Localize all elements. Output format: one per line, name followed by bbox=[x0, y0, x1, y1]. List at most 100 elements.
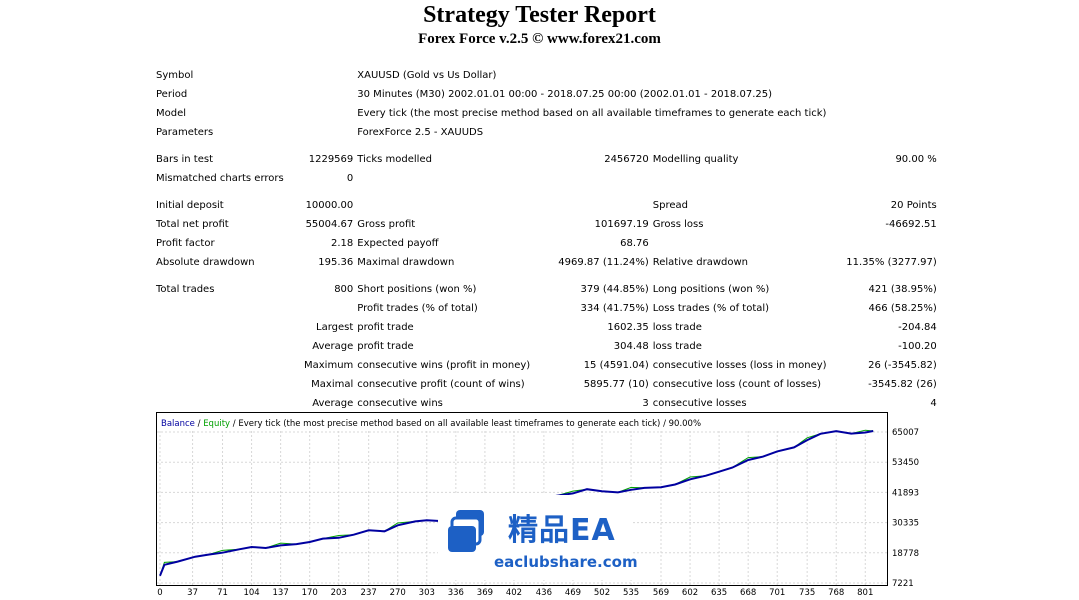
x-tick-label: 402 bbox=[506, 588, 522, 598]
watermark: 精品EA eaclubshare.com bbox=[438, 495, 638, 580]
x-tick-label: 801 bbox=[857, 588, 873, 598]
row-deposit: Initial deposit 10000.00 Spread 20 Point… bbox=[154, 196, 939, 215]
ticks-label: Ticks modelled bbox=[357, 154, 432, 165]
gross-profit-value: 101697.19 bbox=[594, 219, 649, 230]
row-average: Average profit trade 304.48 loss trade -… bbox=[154, 337, 939, 356]
quality-label: Modelling quality bbox=[652, 154, 739, 165]
row-largest: Largest profit trade 1602.35 loss trade … bbox=[154, 318, 939, 337]
gross-profit-label: Gross profit bbox=[357, 219, 416, 230]
bars-label: Bars in test bbox=[156, 154, 213, 165]
ticks-value: 2456720 bbox=[604, 154, 649, 165]
row-bars: Bars in test 1229569 Ticks modelled 2456… bbox=[154, 150, 939, 169]
x-tick-label: 668 bbox=[740, 588, 756, 598]
y-tick-label: 30335 bbox=[892, 519, 919, 529]
y-tick-label: 18778 bbox=[892, 549, 919, 559]
profit-factor-value: 2.18 bbox=[331, 238, 354, 249]
x-tick-label: 303 bbox=[419, 588, 435, 598]
maximal-profit-label: consecutive profit (count of wins) bbox=[357, 379, 525, 390]
max-wins-value: 15 (4591.04) bbox=[583, 360, 649, 371]
max-losses-label: consecutive losses (loss in money) bbox=[652, 360, 827, 371]
symbol-label: Symbol bbox=[156, 70, 194, 81]
profit-factor-label: Profit factor bbox=[156, 238, 215, 249]
row-symbol: Symbol XAUUSD (Gold vs Us Dollar) bbox=[154, 66, 939, 85]
x-tick-label: 768 bbox=[828, 588, 844, 598]
absolute-drawdown-value: 195.36 bbox=[318, 257, 354, 268]
largest-label: Largest bbox=[316, 322, 354, 333]
row-mismatch: Mismatched charts errors 0 bbox=[154, 169, 939, 188]
largest-loss-label: loss trade bbox=[652, 322, 702, 333]
layers-logo-icon bbox=[448, 510, 484, 552]
expected-payoff-label: Expected payoff bbox=[357, 238, 439, 249]
row-average-consecutive: Average consecutive wins 3 consecutive l… bbox=[154, 394, 939, 413]
row-profit-trades: Profit trades (% of total) 334 (41.75%) … bbox=[154, 299, 939, 318]
maximal-profit-value: 5895.77 (10) bbox=[583, 379, 649, 390]
x-tick-label: 71 bbox=[217, 588, 228, 598]
avg-losses-value: 4 bbox=[930, 398, 937, 409]
y-axis-labels: 65007 53450 41893 30335 18778 7221 bbox=[892, 428, 919, 589]
loss-trades-label: Loss trades (% of total) bbox=[652, 303, 770, 314]
x-tick-label: 602 bbox=[682, 588, 698, 598]
spread-label: Spread bbox=[652, 200, 688, 211]
average-loss-label: loss trade bbox=[652, 341, 702, 352]
x-tick-label: 369 bbox=[477, 588, 493, 598]
maximal-drawdown-value: 4969.87 (11.24%) bbox=[558, 257, 649, 268]
profit-trades-label: Profit trades (% of total) bbox=[357, 303, 478, 314]
mismatch-value: 0 bbox=[346, 173, 354, 184]
x-tick-label: 502 bbox=[594, 588, 610, 598]
period-value: 30 Minutes (M30) 2002.01.01 00:00 - 2018… bbox=[357, 89, 772, 100]
watermark-url: eaclubshare.com bbox=[494, 553, 638, 571]
legend-balance: Balance bbox=[161, 419, 195, 429]
gross-loss-label: Gross loss bbox=[652, 219, 704, 230]
deposit-value: 10000.00 bbox=[305, 200, 354, 211]
long-positions-label: Long positions (won %) bbox=[652, 284, 770, 295]
x-tick-label: 104 bbox=[243, 588, 259, 598]
x-tick-label: 237 bbox=[361, 588, 377, 598]
deposit-label: Initial deposit bbox=[156, 200, 224, 211]
x-tick-label: 735 bbox=[799, 588, 815, 598]
mismatch-label: Mismatched charts errors bbox=[156, 173, 284, 184]
report-title: Strategy Tester Report bbox=[423, 2, 656, 28]
symbol-value: XAUUSD (Gold vs Us Dollar) bbox=[357, 70, 497, 81]
chart-legend: Balance / Equity / Every tick (the most … bbox=[161, 419, 701, 429]
row-maximal: Maximal consecutive profit (count of win… bbox=[154, 375, 939, 394]
short-positions-label: Short positions (won %) bbox=[357, 284, 477, 295]
chart-grid bbox=[157, 431, 887, 585]
max-wins-label: consecutive wins (profit in money) bbox=[357, 360, 531, 371]
relative-drawdown-value: 11.35% (3277.97) bbox=[846, 257, 937, 268]
maximal-loss-value: -3545.82 (26) bbox=[868, 379, 937, 390]
average-profit-value: 304.48 bbox=[613, 341, 649, 352]
row-net-profit: Total net profit 55004.67 Gross profit 1… bbox=[154, 215, 939, 234]
x-tick-label: 170 bbox=[302, 588, 318, 598]
spread-value: 20 Points bbox=[890, 200, 937, 211]
avg-wins-value: 3 bbox=[642, 398, 649, 409]
x-tick-label: 0 bbox=[157, 588, 162, 598]
report-subtitle: Forex Force v.2.5 © www.forex21.com bbox=[418, 31, 661, 47]
avg-losses-label: consecutive losses bbox=[652, 398, 747, 409]
x-tick-label: 137 bbox=[273, 588, 289, 598]
x-tick-label: 270 bbox=[390, 588, 406, 598]
watermark-title: 精品EA bbox=[508, 513, 616, 548]
net-profit-value: 55004.67 bbox=[305, 219, 354, 230]
x-tick-label: 569 bbox=[653, 588, 669, 598]
x-tick-label: 469 bbox=[565, 588, 581, 598]
x-tick-label: 436 bbox=[536, 588, 552, 598]
row-model: Model Every tick (the most precise metho… bbox=[154, 104, 939, 123]
x-tick-label: 635 bbox=[711, 588, 727, 598]
gross-loss-value: -46692.51 bbox=[885, 219, 937, 230]
x-tick-label: 203 bbox=[331, 588, 347, 598]
bars-value: 1229569 bbox=[308, 154, 354, 165]
x-axis-labels: 0 37 71 104 137 170 203 237 270 303 336 369 402 436 46… bbox=[157, 588, 873, 598]
row-profit-factor: Profit factor 2.18 Expected payoff 68.76 bbox=[154, 234, 939, 253]
relative-drawdown-label: Relative drawdown bbox=[652, 257, 749, 268]
average-profit-label: profit trade bbox=[357, 341, 414, 352]
parameters-value: ForexForce 2.5 - XAUUDS bbox=[357, 127, 484, 138]
x-tick-label: 336 bbox=[448, 588, 464, 598]
quality-value: 90.00 % bbox=[895, 154, 937, 165]
y-tick-label: 53450 bbox=[892, 458, 919, 468]
row-total-trades: Total trades 800 Short positions (won %)… bbox=[154, 280, 939, 299]
profit-trades-value: 334 (41.75%) bbox=[580, 303, 649, 314]
long-positions-value: 421 (38.95%) bbox=[868, 284, 937, 295]
max-losses-value: 26 (-3545.82) bbox=[868, 360, 937, 371]
y-tick-label: 65007 bbox=[892, 428, 919, 438]
x-tick-label: 535 bbox=[623, 588, 639, 598]
